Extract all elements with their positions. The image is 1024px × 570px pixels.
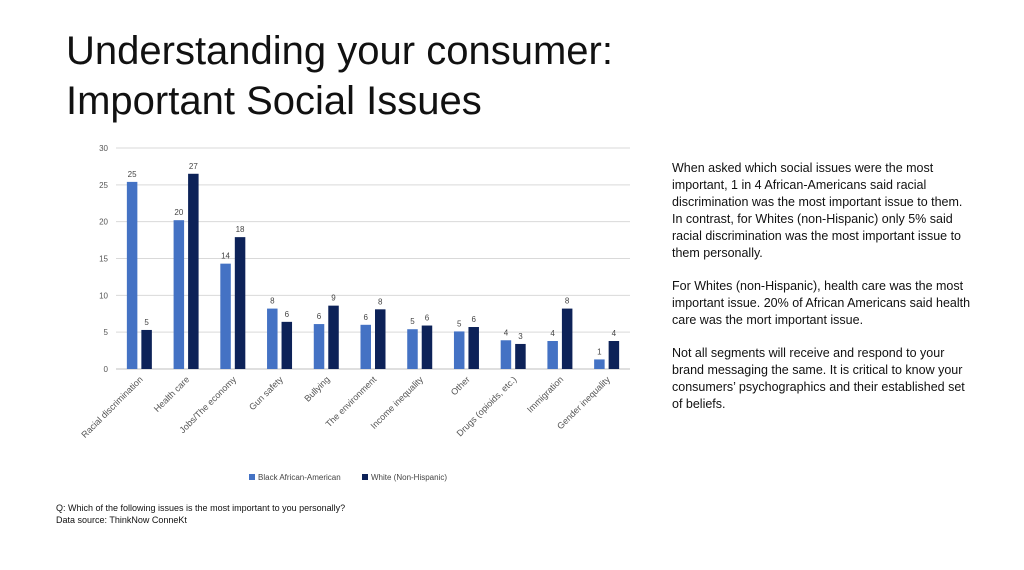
bar-black-1 xyxy=(173,220,185,369)
bar-white-1 xyxy=(188,173,199,369)
data-label: 5 xyxy=(410,317,415,326)
category-label: Racial discrimination xyxy=(79,374,144,439)
bar-white-9 xyxy=(561,308,573,369)
bar-white-7 xyxy=(468,327,479,369)
y-tick-label: 25 xyxy=(99,181,108,190)
commentary-paragraph-3: Not all segments will receive and respon… xyxy=(672,346,965,411)
legend-swatch-1 xyxy=(362,474,368,480)
data-label: 25 xyxy=(128,170,137,179)
legend-entry-0: Black African-American xyxy=(258,473,341,482)
data-label: 8 xyxy=(378,297,383,306)
bar-white-0 xyxy=(141,329,152,369)
slide-title-line-1: Understanding your consumer: xyxy=(66,29,613,73)
survey-question: Q: Which of the following issues is the … xyxy=(56,503,346,513)
bar-white-10 xyxy=(608,341,620,369)
bar-black-8 xyxy=(500,340,512,369)
legend-entry-1: White (Non-Hispanic) xyxy=(371,473,447,482)
commentary-paragraph-2: For Whites (non-Hispanic), health care w… xyxy=(672,279,971,327)
slide-title-line-2: Important Social Issues xyxy=(66,79,482,123)
data-label: 6 xyxy=(317,312,322,321)
data-label: 4 xyxy=(612,329,617,338)
bar-black-5 xyxy=(360,324,371,369)
data-label: 9 xyxy=(331,294,336,303)
category-label: Gun safety xyxy=(247,374,285,412)
data-label: 6 xyxy=(285,310,290,319)
bar-black-6 xyxy=(407,329,418,369)
data-label: 4 xyxy=(550,329,555,338)
data-label: 5 xyxy=(457,319,462,328)
data-label: 1 xyxy=(597,347,602,356)
bar-black-4 xyxy=(313,324,325,369)
y-tick-label: 20 xyxy=(99,218,108,227)
bar-black-9 xyxy=(547,341,558,369)
bar-white-5 xyxy=(375,309,386,369)
data-label: 5 xyxy=(144,318,149,327)
data-label: 27 xyxy=(189,162,198,171)
footnote: Q: Which of the following issues is the … xyxy=(56,502,345,526)
y-tick-label: 5 xyxy=(104,328,109,337)
data-label: 4 xyxy=(504,328,509,337)
bar-white-6 xyxy=(421,325,433,369)
slide-title: Understanding your consumer: Important S… xyxy=(66,26,613,126)
commentary-paragraph-1: When asked which social issues were the … xyxy=(672,161,963,260)
y-tick-label: 15 xyxy=(99,255,108,264)
data-label: 8 xyxy=(565,297,570,306)
bar-white-8 xyxy=(515,343,526,369)
data-label: 18 xyxy=(236,225,245,234)
bar-white-4 xyxy=(328,305,339,369)
bar-black-2 xyxy=(220,263,231,369)
category-label: Immigration xyxy=(525,374,565,414)
data-label: 6 xyxy=(425,314,430,323)
y-tick-label: 10 xyxy=(99,291,108,300)
bar-black-0 xyxy=(126,181,138,369)
bar-black-7 xyxy=(453,331,465,369)
bar-black-10 xyxy=(594,359,605,369)
category-label: Other xyxy=(449,374,472,397)
data-label: 14 xyxy=(221,252,230,261)
data-label: 20 xyxy=(174,208,183,217)
data-label: 6 xyxy=(364,313,369,322)
data-label: 8 xyxy=(270,297,275,306)
y-tick-label: 0 xyxy=(104,365,109,374)
data-label: 6 xyxy=(471,315,476,324)
commentary: When asked which social issues were the … xyxy=(672,160,972,429)
category-label: Bullying xyxy=(302,374,331,403)
data-source: Data source: ThinkNow ConneKt xyxy=(56,515,187,525)
legend-swatch-0 xyxy=(249,474,255,480)
y-tick-label: 30 xyxy=(99,144,108,153)
category-label: Health care xyxy=(152,374,192,414)
data-label: 3 xyxy=(518,332,523,341)
bar-white-3 xyxy=(281,321,293,369)
bar-black-3 xyxy=(267,308,278,369)
bar-white-2 xyxy=(234,237,246,369)
